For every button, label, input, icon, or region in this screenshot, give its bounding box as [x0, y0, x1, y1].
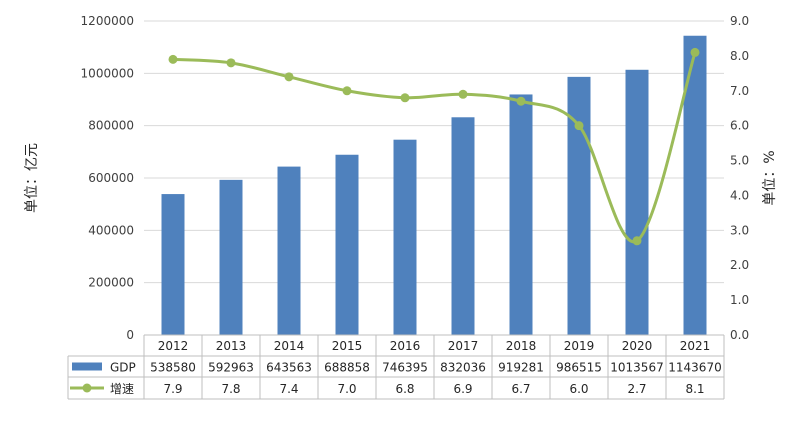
growth-data-label: 6.0: [569, 382, 588, 396]
gdp-data-label: 643563: [266, 361, 312, 375]
right-axis-tick: 3.0: [730, 223, 749, 237]
gdp-bar: [277, 166, 301, 335]
category-label: 2017: [448, 339, 479, 353]
category-label: 2019: [564, 339, 595, 353]
gdp-data-label: 538580: [150, 361, 196, 375]
growth-data-label: 7.8: [221, 382, 240, 396]
gdp-legend-swatch: [72, 362, 102, 371]
right-axis-tick: 0.0: [730, 328, 749, 342]
right-axis-tick: 8.0: [730, 49, 749, 63]
growth-point: [574, 121, 584, 131]
gdp-data-label: 1143670: [668, 361, 721, 375]
growth-data-label: 7.9: [163, 382, 182, 396]
growth-data-label: 6.8: [395, 382, 414, 396]
right-axis-tick: 2.0: [730, 258, 749, 272]
category-label: 2014: [274, 339, 305, 353]
right-axis-tick: 4.0: [730, 188, 749, 202]
gdp-bars: [161, 35, 707, 336]
growth-legend-label: 增速: [110, 382, 134, 396]
right-axis-tick: 1.0: [730, 293, 749, 307]
growth-data-label: 2.7: [627, 382, 646, 396]
growth-point: [342, 86, 352, 96]
gdp-bar: [509, 94, 533, 335]
growth-line: [172, 51, 697, 244]
right-axis-tick: 6.0: [730, 119, 749, 133]
category-label: 2018: [506, 339, 537, 353]
left-axis-tick: 600000: [88, 171, 134, 185]
gdp-bar: [219, 179, 243, 335]
category-label: 2012: [158, 339, 189, 353]
gdp-data-label: 919281: [498, 361, 544, 375]
growth-point: [168, 54, 178, 64]
gdp-data-label: 688858: [324, 361, 370, 375]
category-label: 2016: [390, 339, 421, 353]
growth-point: [690, 47, 700, 57]
growth-data-label: 8.1: [685, 382, 704, 396]
growth-point: [400, 93, 410, 103]
growth-point: [458, 89, 468, 99]
growth-legend-marker: [82, 383, 92, 393]
growth-point: [632, 236, 642, 246]
category-label: 2015: [332, 339, 363, 353]
growth-point: [226, 58, 236, 68]
category-label: 2020: [622, 339, 653, 353]
left-axis-tick: 200000: [88, 276, 134, 290]
gdp-data-label: 1013567: [610, 361, 663, 375]
category-label: 2021: [680, 339, 711, 353]
growth-line-series: [168, 47, 700, 246]
gdp-bar: [161, 194, 185, 335]
growth-data-label: 6.9: [453, 382, 472, 396]
gdp-bar: [625, 69, 649, 336]
right-axis-tick: 7.0: [730, 84, 749, 98]
gdp-data-label: 986515: [556, 361, 602, 375]
data-table: 2012 2013 2014 2015 2016 2017 2018 2019 2020 2021…: [67, 334, 725, 400]
growth-data-label: 6.7: [511, 382, 530, 396]
gdp-bar: [683, 35, 707, 335]
gdp-bar: [451, 117, 475, 336]
left-axis-tick: 1000000: [81, 66, 134, 80]
growth-point: [516, 96, 526, 106]
left-axis-tick: 400000: [88, 223, 134, 237]
growth-data-label: 7.4: [279, 382, 298, 396]
gdp-legend-label: GDP: [110, 361, 136, 375]
category-label: 2013: [216, 339, 247, 353]
right-axis-title: 单位：%: [762, 150, 778, 205]
gdp-bar: [567, 76, 591, 335]
right-axis-ticks: 0.0 1.0 2.0 3.0 4.0 5.0 6.0 7.0 8.0 9.0: [730, 14, 749, 342]
gdp-data-label: 592963: [208, 361, 254, 375]
left-axis-ticks: 0 200000 400000 600000 800000 1000000 1200000: [81, 14, 134, 342]
left-axis-tick: 800000: [88, 119, 134, 133]
right-axis-tick: 9.0: [730, 14, 749, 28]
left-axis-tick: 0: [126, 328, 134, 342]
gdp-bar: [393, 139, 417, 335]
right-axis-tick: 5.0: [730, 154, 749, 168]
growth-data-label: 7.0: [337, 382, 356, 396]
gdp-data-label: 832036: [440, 361, 486, 375]
growth-point: [284, 72, 294, 82]
gdp-bar: [335, 154, 359, 335]
gdp-data-label: 746395: [382, 361, 428, 375]
left-axis-tick: 1200000: [81, 14, 134, 28]
left-axis-title: 单位：亿元: [24, 143, 40, 213]
